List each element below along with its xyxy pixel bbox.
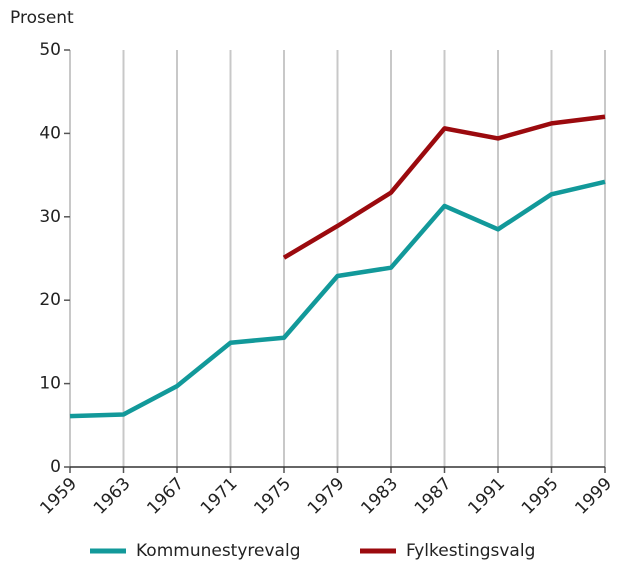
x-tick-label: 1971 (197, 474, 242, 519)
legend-label: Kommunestyrevalg (136, 541, 300, 561)
x-tick-label: 1963 (90, 474, 135, 519)
series-line (282, 114, 606, 260)
x-tick-label: 1967 (143, 474, 188, 519)
x-tick-label: 1991 (464, 474, 509, 519)
x-tick-label: 1975 (250, 474, 295, 519)
x-tick-label: 1979 (304, 474, 349, 519)
legend-label: Fylkestingsvalg (406, 541, 535, 561)
y-tick-label: 50 (39, 40, 61, 60)
x-tick-label: 1987 (411, 474, 456, 519)
y-tick-label: 30 (39, 207, 61, 227)
y-tick-label: 10 (39, 374, 61, 394)
x-tick-label: 1983 (357, 474, 402, 519)
x-tick-label: 1959 (36, 474, 81, 519)
x-tick-label: 1999 (571, 474, 616, 519)
y-tick-label: 20 (39, 290, 61, 310)
y-tick-label: 40 (39, 123, 61, 143)
x-tick-label: 1995 (518, 474, 563, 519)
y-axis-title: Prosent (10, 8, 74, 28)
y-tick-label: 0 (50, 457, 61, 477)
series-line (69, 179, 606, 419)
